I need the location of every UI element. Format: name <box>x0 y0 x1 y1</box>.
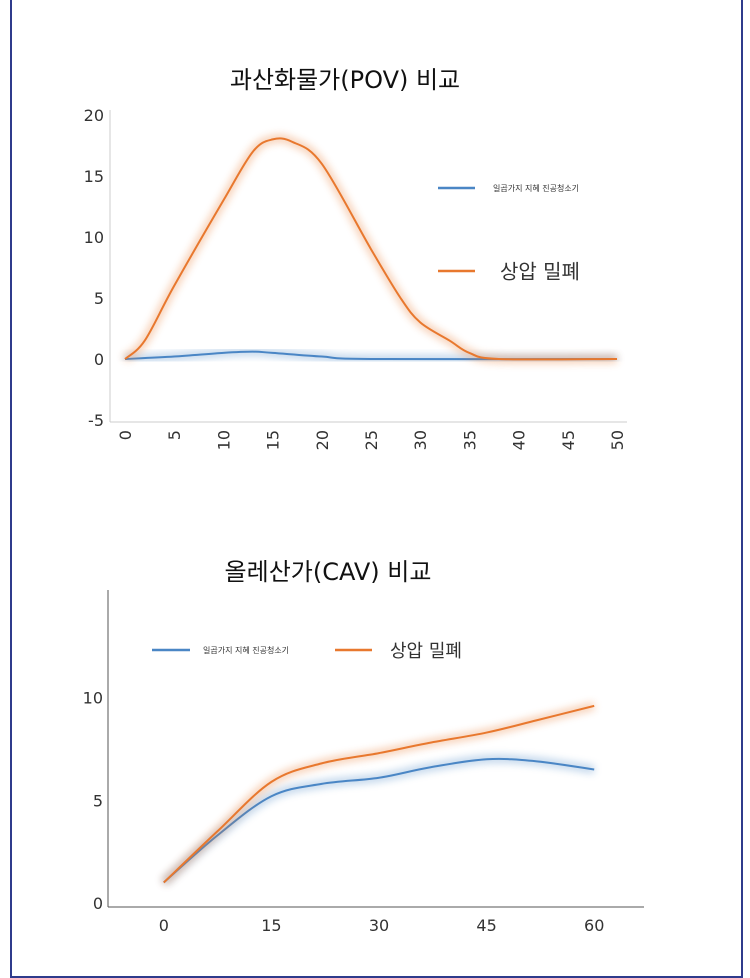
x-tick-label: 25 <box>362 430 381 450</box>
y-tick-label: 10 <box>83 689 103 708</box>
legend-label: 일곱가지 지혜 진공청소기 <box>203 645 289 655</box>
series-line-1 <box>124 350 618 361</box>
x-tick-label: 50 <box>608 430 627 450</box>
x-tick-label: 40 <box>510 430 529 450</box>
chart-title: 올레산가(CAV) 비교 <box>225 558 432 586</box>
x-tick-label: 5 <box>165 430 184 440</box>
x-tick-label: 35 <box>460 430 479 450</box>
legend-label: 상압 밀폐 <box>500 260 580 284</box>
x-tick-label: 30 <box>369 916 389 935</box>
y-tick-label: 0 <box>93 894 103 913</box>
legend-label: 일곱가지 지혜 진공청소기 <box>493 183 579 193</box>
chart-title: 과산화물가(POV) 비교 <box>230 66 460 94</box>
x-tick-label: 20 <box>313 430 332 450</box>
series-line-1 <box>163 757 595 884</box>
x-tick-label: 15 <box>261 916 281 935</box>
x-tick-label: 15 <box>264 430 283 450</box>
y-tick-label: 0 <box>94 350 104 369</box>
x-tick-label: 30 <box>411 430 430 450</box>
y-tick-label: 20 <box>84 106 104 125</box>
y-tick-label: 5 <box>93 791 103 810</box>
x-tick-label: 45 <box>476 916 496 935</box>
chart-2: 올레산가(CAV) 비교 10 5 0 0 15 30 45 60 일곱가지 지혜 진공청소기 상압… <box>83 558 644 935</box>
y-tick-label: -5 <box>88 411 104 430</box>
x-tick-label: 0 <box>159 916 169 935</box>
x-tick-label: 0 <box>116 430 135 440</box>
series-line-2 <box>163 704 595 884</box>
y-tick-label: 5 <box>94 289 104 308</box>
x-tick-label: 45 <box>559 430 578 450</box>
x-tick-label: 60 <box>584 916 604 935</box>
legend-label: 상압 밀폐 <box>390 641 462 662</box>
y-tick-label: 15 <box>84 167 104 186</box>
series-line-2 <box>124 137 618 361</box>
x-tick-label: 10 <box>214 430 233 450</box>
series-glow <box>161 701 596 886</box>
y-tick-label: 10 <box>84 228 104 247</box>
